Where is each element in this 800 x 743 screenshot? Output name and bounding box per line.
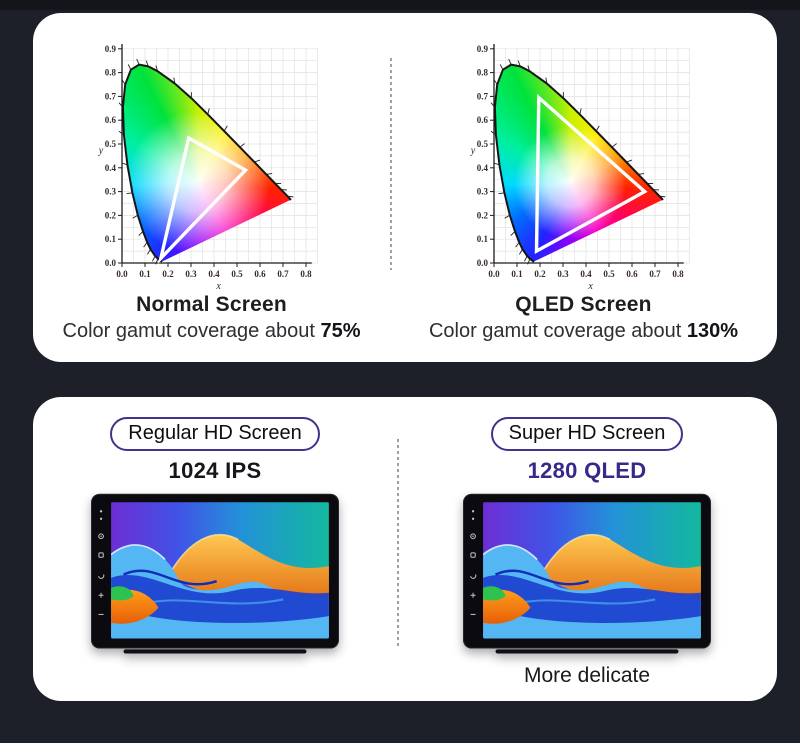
screen-wallpaper bbox=[483, 502, 701, 639]
svg-text:0.2: 0.2 bbox=[534, 269, 546, 279]
gamut-comparison-card: 0.0 0.1 0.2 0.3 0.4 0.5 0.6 0.7 0.8 0.0 0.1 0.2 0.3 0… bbox=[33, 13, 777, 362]
head-unit-regular bbox=[90, 493, 340, 657]
svg-text:0.0: 0.0 bbox=[488, 269, 500, 279]
svg-text:y: y bbox=[469, 146, 475, 157]
svg-text:0.0: 0.0 bbox=[476, 258, 488, 268]
back-icon bbox=[98, 574, 105, 579]
cie-diagram-normal-screen: 0.0 0.1 0.2 0.3 0.4 0.5 0.6 0.7 0.8 0.0 0.1 0.2 0.3 0… bbox=[92, 27, 332, 291]
spec-super: 1280 QLED bbox=[527, 458, 647, 483]
side-buttons bbox=[98, 510, 105, 615]
svg-text:0.5: 0.5 bbox=[476, 139, 488, 149]
volume-up-icon bbox=[98, 592, 104, 598]
svg-text:0.7: 0.7 bbox=[476, 91, 488, 101]
svg-text:0.9: 0.9 bbox=[104, 44, 116, 54]
head-unit-image bbox=[463, 493, 711, 654]
svg-text:0.2: 0.2 bbox=[104, 210, 116, 220]
svg-text:0.7: 0.7 bbox=[649, 269, 661, 279]
svg-text:0.4: 0.4 bbox=[476, 163, 488, 173]
svg-text:0.1: 0.1 bbox=[139, 269, 151, 279]
settings-icon bbox=[470, 533, 476, 540]
unit-base bbox=[495, 649, 679, 654]
screen-comparison-card: Regular HD Screen 1024 IPS Super HD Scre… bbox=[33, 397, 777, 701]
svg-text:0.3: 0.3 bbox=[104, 187, 116, 197]
svg-text:0.2: 0.2 bbox=[162, 269, 174, 279]
svg-text:0.2: 0.2 bbox=[476, 210, 488, 220]
coverage-caption-text: Color gamut coverage about bbox=[428, 320, 687, 342]
svg-text:0.5: 0.5 bbox=[603, 269, 615, 279]
svg-text:0.0: 0.0 bbox=[104, 258, 116, 268]
svg-text:x: x bbox=[587, 281, 593, 291]
led-dot-icon bbox=[471, 510, 475, 513]
svg-text:0.1: 0.1 bbox=[104, 234, 116, 244]
screen-wallpaper bbox=[111, 502, 329, 639]
settings-icon bbox=[98, 533, 104, 540]
panel-title-normal: Normal Screen bbox=[136, 293, 287, 316]
badge-regular-hd: Regular HD Screen bbox=[110, 417, 320, 451]
gamut-panel-qled: 0.0 0.1 0.2 0.3 0.4 0.5 0.6 0.7 0.8 0.0 0.1 0.2 0.3 0… bbox=[390, 13, 777, 362]
svg-text:0.7: 0.7 bbox=[104, 91, 116, 101]
coverage-value: 75% bbox=[320, 320, 361, 342]
coverage-caption-normal: Color gamut coverage about 75% bbox=[63, 320, 361, 343]
screen-panel-regular: Regular HD Screen 1024 IPS bbox=[33, 397, 397, 701]
svg-text:0.4: 0.4 bbox=[104, 163, 116, 173]
svg-text:0.1: 0.1 bbox=[511, 269, 523, 279]
svg-text:0.6: 0.6 bbox=[626, 269, 638, 279]
dashed-divider bbox=[397, 439, 399, 647]
head-unit-super bbox=[462, 493, 712, 657]
cie-diagram-qled-screen: 0.0 0.1 0.2 0.3 0.4 0.5 0.6 0.7 0.8 0.0 0.1 0.2 0.3 0… bbox=[464, 27, 704, 291]
svg-text:y: y bbox=[97, 146, 103, 157]
unit-base bbox=[123, 649, 307, 654]
head-unit-image bbox=[91, 493, 339, 654]
side-buttons bbox=[470, 510, 477, 615]
svg-text:0.3: 0.3 bbox=[476, 187, 488, 197]
dashed-divider bbox=[390, 58, 392, 270]
svg-text:0.4: 0.4 bbox=[580, 269, 592, 279]
svg-text:0.0: 0.0 bbox=[116, 269, 128, 279]
led-dot-icon bbox=[99, 517, 103, 520]
svg-text:0.6: 0.6 bbox=[476, 115, 488, 125]
svg-text:0.9: 0.9 bbox=[476, 44, 488, 54]
note-more-delicate: More delicate bbox=[523, 664, 651, 687]
svg-text:x: x bbox=[215, 281, 221, 291]
svg-text:0.3: 0.3 bbox=[557, 269, 569, 279]
screen-panel-super: Super HD Screen 1280 QLED More delicate bbox=[397, 397, 777, 701]
settings-icon bbox=[472, 535, 474, 537]
svg-text:0.8: 0.8 bbox=[476, 68, 488, 78]
home-icon bbox=[470, 552, 476, 558]
svg-text:0.3: 0.3 bbox=[185, 269, 197, 279]
panel-title-qled: QLED Screen bbox=[515, 293, 652, 316]
back-icon bbox=[470, 574, 477, 579]
coverage-value: 130% bbox=[686, 320, 739, 342]
volume-up-icon bbox=[470, 592, 476, 598]
coverage-caption-text: Color gamut coverage about bbox=[62, 320, 321, 342]
led-dot-icon bbox=[471, 517, 475, 520]
svg-text:0.7: 0.7 bbox=[277, 269, 289, 279]
svg-text:0.5: 0.5 bbox=[231, 269, 243, 279]
gamut-triangle bbox=[534, 93, 648, 254]
svg-text:0.6: 0.6 bbox=[254, 269, 266, 279]
settings-icon bbox=[100, 535, 102, 537]
svg-text:0.6: 0.6 bbox=[104, 115, 116, 125]
gamut-triangle bbox=[157, 135, 248, 264]
svg-text:0.1: 0.1 bbox=[476, 234, 488, 244]
svg-text:0.4: 0.4 bbox=[208, 269, 220, 279]
svg-text:0.8: 0.8 bbox=[104, 68, 116, 78]
coverage-caption-qled: Color gamut coverage about 130% bbox=[429, 320, 738, 343]
gamut-panel-normal: 0.0 0.1 0.2 0.3 0.4 0.5 0.6 0.7 0.8 0.0 0.1 0.2 0.3 0… bbox=[33, 13, 390, 362]
badge-super-hd: Super HD Screen bbox=[490, 417, 684, 451]
home-icon bbox=[98, 552, 104, 558]
led-dot-icon bbox=[99, 510, 103, 513]
svg-text:0.5: 0.5 bbox=[104, 139, 116, 149]
spec-regular: 1024 IPS bbox=[168, 458, 262, 483]
svg-text:0.8: 0.8 bbox=[672, 269, 684, 279]
svg-text:0.8: 0.8 bbox=[300, 269, 312, 279]
